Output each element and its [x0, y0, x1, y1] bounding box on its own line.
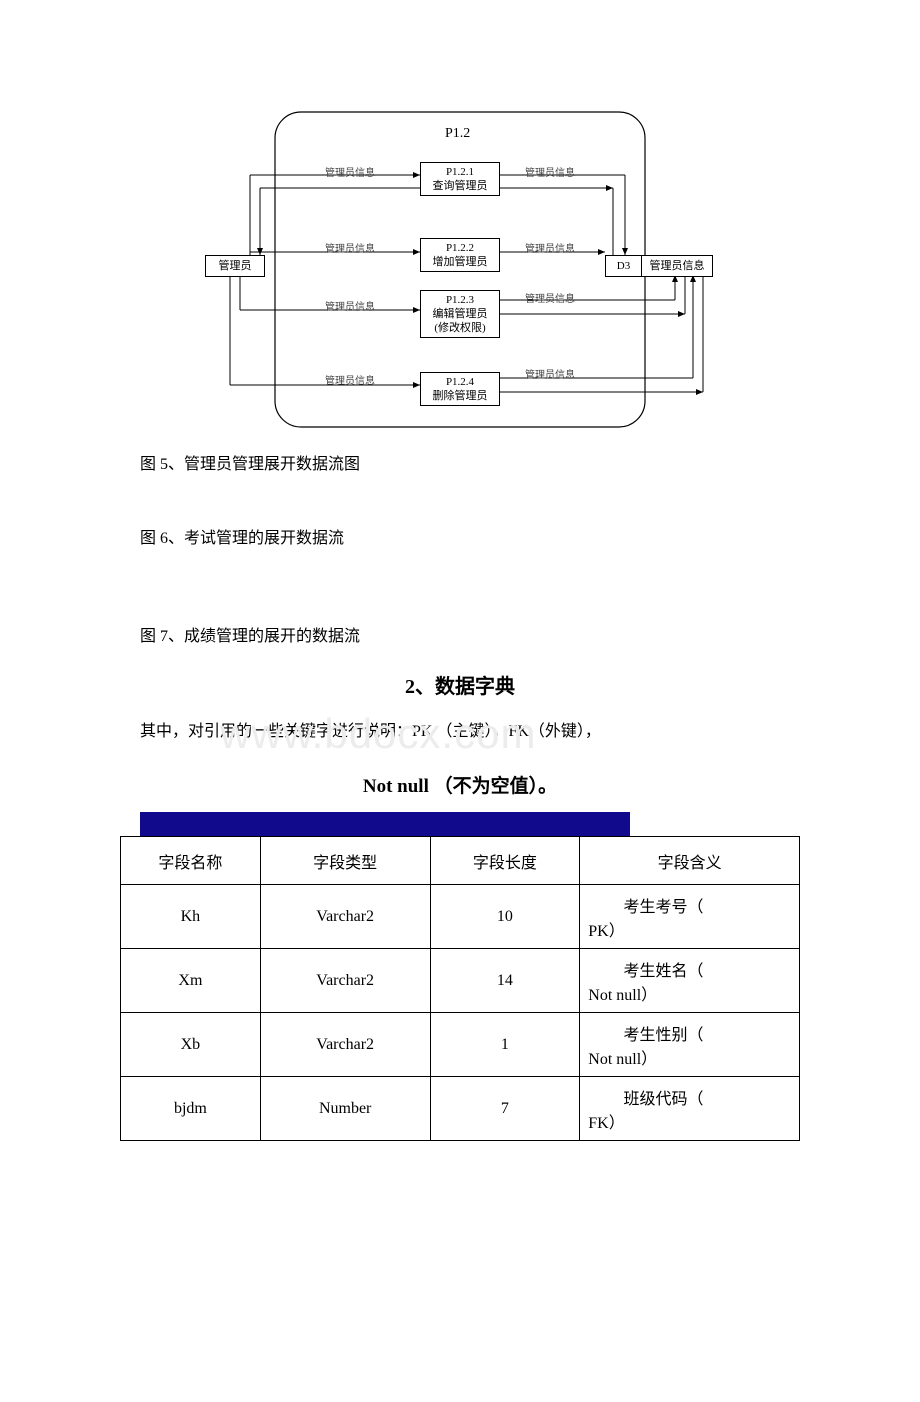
- notnull-heading: Not null （不为空值）。: [0, 771, 920, 798]
- process-p121: P1.2.1 查询管理员: [420, 162, 500, 196]
- cell-length: 7: [430, 1077, 580, 1141]
- process-p122: P1.2.2 增加管理员: [420, 238, 500, 272]
- cell-length: 10: [430, 885, 580, 949]
- process-p122-name: 增加管理员: [433, 255, 488, 269]
- flow-label-r1: 管理员信息: [525, 164, 575, 179]
- cell-type: Number: [260, 1077, 430, 1141]
- diagram-title: P1.2: [445, 126, 470, 142]
- process-p121-code: P1.2.1: [446, 165, 474, 179]
- caption-fig5: 图 5、管理员管理展开数据流图: [140, 450, 920, 474]
- meaning-l2: PK）: [588, 923, 624, 940]
- meaning-l2: Not null）: [588, 1051, 657, 1068]
- cell-name: Xm: [121, 949, 261, 1013]
- flow-label-l3: 管理员信息: [325, 298, 375, 313]
- cell-meaning: 考生姓名（ Not null）: [580, 949, 800, 1013]
- flow-label-l2: 管理员信息: [325, 240, 375, 255]
- cell-meaning: 考生考号（ PK）: [580, 885, 800, 949]
- cell-name: Xb: [121, 1013, 261, 1077]
- meaning-l1: 考生姓名（: [588, 957, 791, 981]
- flow-label-l1: 管理员信息: [325, 164, 375, 179]
- process-p123: P1.2.3 编辑管理员 (修改权限): [420, 290, 500, 338]
- section-heading: 2、数据字典: [0, 670, 920, 699]
- process-p123-name: 编辑管理员: [433, 307, 488, 321]
- table-title-bar: [140, 812, 630, 836]
- flow-label-l4: 管理员信息: [325, 372, 375, 387]
- process-p123-code: P1.2.3: [446, 293, 474, 307]
- cell-meaning: 考生性别（ Not null）: [580, 1013, 800, 1077]
- meaning-l2: FK）: [588, 1115, 624, 1132]
- cell-type: Varchar2: [260, 885, 430, 949]
- process-p122-code: P1.2.2: [446, 241, 474, 255]
- watermark-text: www.bdocx.com: [220, 710, 536, 758]
- flow-label-r3: 管理员信息: [525, 290, 575, 305]
- col-header-name: 字段名称: [121, 837, 261, 885]
- process-p123-sub: (修改权限): [434, 321, 485, 335]
- datastore-d3: D3: [605, 255, 641, 277]
- cell-length: 14: [430, 949, 580, 1013]
- entity-admin-label: 管理员: [219, 259, 252, 273]
- meaning-l1: 班级代码（: [588, 1085, 791, 1109]
- table-row: Xm Varchar2 14 考生姓名（ Not null）: [121, 949, 800, 1013]
- cell-name: Kh: [121, 885, 261, 949]
- meaning-l1: 考生考号（: [588, 893, 791, 917]
- col-header-length: 字段长度: [430, 837, 580, 885]
- col-header-type: 字段类型: [260, 837, 430, 885]
- cell-type: Varchar2: [260, 1013, 430, 1077]
- cell-length: 1: [430, 1013, 580, 1077]
- cell-name: bjdm: [121, 1077, 261, 1141]
- cell-meaning: 班级代码（ FK）: [580, 1077, 800, 1141]
- entity-admin: 管理员: [205, 255, 265, 277]
- data-dictionary-table: 字段名称 字段类型 字段长度 字段含义 Kh Varchar2 10 考生考号（…: [120, 836, 800, 1141]
- process-p124: P1.2.4 删除管理员: [420, 372, 500, 406]
- process-p124-name: 删除管理员: [433, 389, 488, 403]
- datastore-d3-label: 管理员信息: [650, 259, 705, 273]
- table-header-row: 字段名称 字段类型 字段长度 字段含义: [121, 837, 800, 885]
- table-row: Kh Varchar2 10 考生考号（ PK）: [121, 885, 800, 949]
- process-p121-name: 查询管理员: [433, 179, 488, 193]
- meaning-l2: Not null）: [588, 987, 657, 1004]
- caption-fig7: 图 7、成绩管理的展开的数据流: [140, 622, 920, 646]
- flow-label-r2: 管理员信息: [525, 240, 575, 255]
- table-row: bjdm Number 7 班级代码（ FK）: [121, 1077, 800, 1141]
- cell-type: Varchar2: [260, 949, 430, 1013]
- dfd-diagram: P1.2 管理员 D3 管理员信息 P1.2.1 查询管理员 P1.2.2 增加…: [205, 100, 715, 430]
- caption-fig6: 图 6、考试管理的展开数据流: [140, 524, 920, 548]
- process-p124-code: P1.2.4: [446, 375, 474, 389]
- meaning-l1: 考生性别（: [588, 1021, 791, 1045]
- datastore-d3-label-box: 管理员信息: [641, 255, 713, 277]
- flow-label-r4: 管理员信息: [525, 366, 575, 381]
- col-header-meaning: 字段含义: [580, 837, 800, 885]
- datastore-d3-code: D3: [617, 260, 630, 272]
- table-row: Xb Varchar2 1 考生性别（ Not null）: [121, 1013, 800, 1077]
